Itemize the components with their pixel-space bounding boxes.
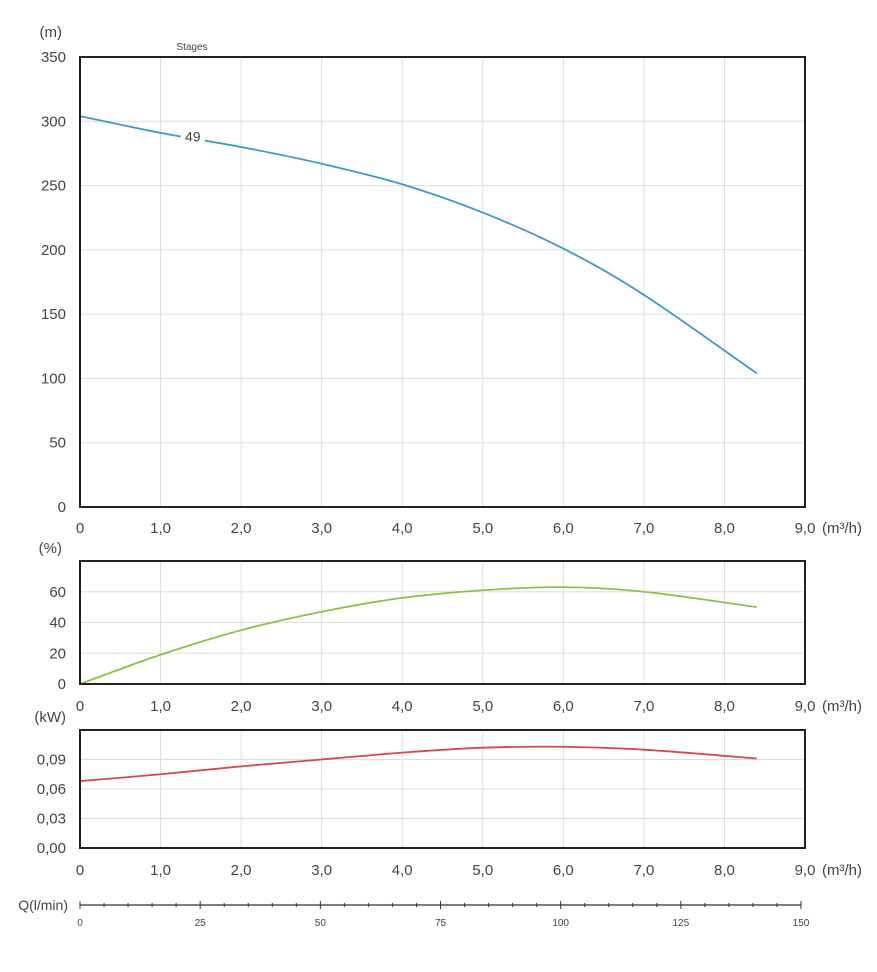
x-tick-label: 3,0 bbox=[311, 862, 332, 879]
y-tick-label: 0 bbox=[58, 676, 66, 693]
x-tick-label: 9,0 bbox=[795, 862, 816, 879]
x-tick-label: 6,0 bbox=[553, 862, 574, 879]
series-label: 49 bbox=[185, 129, 201, 145]
x-tick-label: 4,0 bbox=[392, 698, 413, 715]
x-tick-label: 8,0 bbox=[714, 862, 735, 879]
x-tick-label: 4,0 bbox=[392, 520, 413, 537]
x-axis-unit: (m³/h) bbox=[822, 862, 862, 879]
x-tick-label: 6,0 bbox=[553, 520, 574, 537]
y-tick-label: 350 bbox=[41, 49, 66, 66]
y-tick-label: 40 bbox=[49, 615, 66, 632]
x-tick-label: 6,0 bbox=[553, 698, 574, 715]
q-axis-label: Q(l/min) bbox=[18, 897, 68, 913]
y-tick-label: 200 bbox=[41, 242, 66, 259]
x-tick-label: 1,0 bbox=[150, 698, 171, 715]
x-tick-label: 7,0 bbox=[633, 520, 654, 537]
y-tick-label: 0,09 bbox=[37, 752, 66, 769]
q-tick-label: 25 bbox=[195, 918, 207, 929]
x-tick-label: 0 bbox=[76, 862, 84, 879]
y-axis-unit: (%) bbox=[39, 540, 62, 557]
plot-frame bbox=[79, 560, 806, 685]
q-tick-label: 150 bbox=[793, 918, 810, 929]
x-tick-label: 2,0 bbox=[231, 520, 252, 537]
y-tick-label: 0,03 bbox=[37, 811, 66, 828]
y-axis-unit: (kW) bbox=[34, 709, 66, 726]
y-tick-label: 100 bbox=[41, 370, 66, 387]
x-tick-label: 4,0 bbox=[392, 862, 413, 879]
q-tick-label: 0 bbox=[77, 918, 83, 929]
x-tick-label: 5,0 bbox=[472, 698, 493, 715]
q-tick-label: 50 bbox=[315, 918, 327, 929]
x-tick-label: 1,0 bbox=[150, 862, 171, 879]
x-tick-label: 7,0 bbox=[633, 862, 654, 879]
y-tick-label: 0,06 bbox=[37, 781, 66, 798]
q-tick-label: 125 bbox=[672, 918, 689, 929]
plot-frame bbox=[79, 56, 806, 508]
series-label-bg bbox=[180, 127, 205, 146]
x-tick-label: 1,0 bbox=[150, 520, 171, 537]
x-tick-label: 9,0 bbox=[795, 520, 816, 537]
y-tick-label: 20 bbox=[49, 645, 66, 662]
x-tick-label: 5,0 bbox=[472, 520, 493, 537]
y-tick-label: 0,00 bbox=[37, 840, 66, 857]
x-tick-label: 0 bbox=[76, 520, 84, 537]
plot-frame bbox=[79, 729, 806, 849]
series-line-49 bbox=[79, 115, 758, 375]
x-tick-label: 3,0 bbox=[311, 698, 332, 715]
x-tick-label: 5,0 bbox=[472, 862, 493, 879]
x-tick-label: 8,0 bbox=[714, 520, 735, 537]
y-tick-label: 0 bbox=[58, 499, 66, 516]
x-tick-label: 2,0 bbox=[231, 862, 252, 879]
y-tick-label: 50 bbox=[49, 435, 66, 452]
x-tick-label: 8,0 bbox=[714, 698, 735, 715]
q-tick-label: 75 bbox=[435, 918, 447, 929]
chart-title: Stages bbox=[176, 42, 207, 53]
series-line-power bbox=[79, 745, 757, 783]
y-axis-unit: (m) bbox=[40, 24, 63, 41]
y-tick-label: 250 bbox=[41, 178, 66, 195]
x-tick-label: 2,0 bbox=[231, 698, 252, 715]
x-axis-unit: (m³/h) bbox=[822, 520, 862, 537]
series-line-efficiency bbox=[79, 586, 757, 685]
y-tick-label: 150 bbox=[41, 306, 66, 323]
x-tick-label: 7,0 bbox=[633, 698, 654, 715]
y-tick-label: 60 bbox=[49, 584, 66, 601]
q-tick-label: 100 bbox=[552, 918, 569, 929]
x-tick-label: 3,0 bbox=[311, 520, 332, 537]
x-axis-unit: (m³/h) bbox=[822, 698, 862, 715]
x-tick-label: 9,0 bbox=[795, 698, 816, 715]
y-tick-label: 300 bbox=[41, 113, 66, 130]
x-tick-label: 0 bbox=[76, 698, 84, 715]
